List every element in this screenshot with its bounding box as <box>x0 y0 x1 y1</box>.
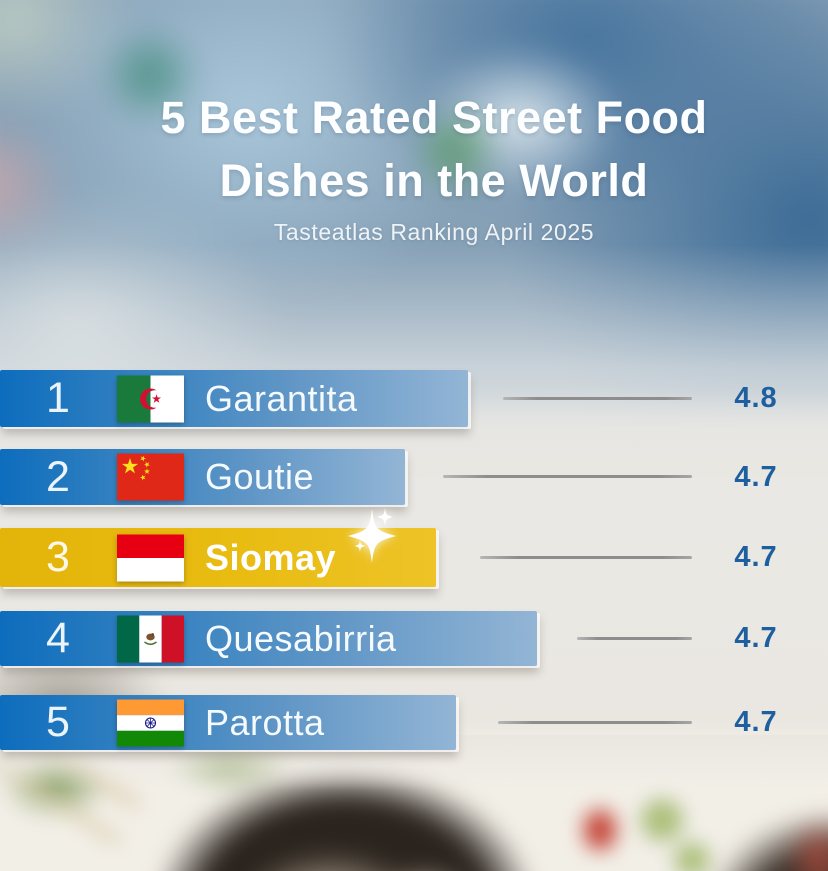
leader-line <box>443 475 692 478</box>
rank-number: 3 <box>46 533 70 581</box>
ranking-row-4: 4 Quesabirria 4.7 <box>0 611 828 666</box>
page-title: 5 Best Rated Street Food Dishes in the W… <box>40 86 828 212</box>
ranking-row-2: 2 Goutie 4.7 <box>0 449 828 505</box>
rating-value: 4.7 <box>734 622 778 654</box>
rank-number: 1 <box>46 374 70 422</box>
dish-name: Siomay <box>205 536 337 578</box>
leader-line <box>577 636 692 640</box>
dish-name: Parotta <box>205 701 325 743</box>
algeria-flag-icon <box>117 375 184 422</box>
leader-line <box>480 555 692 559</box>
rating-value: 4.7 <box>734 541 778 573</box>
dish-name: Quesabirria <box>205 617 397 659</box>
ranking-row-5: 5 Parotta 4.7 <box>0 695 828 750</box>
rank-bar: 1 Garantita <box>0 370 468 427</box>
leader-line <box>498 720 692 724</box>
china-flag-icon <box>117 453 184 501</box>
title-line-2: Dishes in the World <box>219 155 649 206</box>
ranking-row-3-highlighted: 3 Siomay 4.7 <box>0 528 828 587</box>
title-line-1: 5 Best Rated Street Food <box>160 92 708 143</box>
indonesia-flag-icon <box>117 534 184 581</box>
rating-value: 4.8 <box>734 382 778 414</box>
rank-bar: 2 Goutie <box>0 449 405 505</box>
background-fade <box>0 245 828 480</box>
sparkle-icon <box>348 507 396 563</box>
subtitle: Tasteatlas Ranking April 2025 <box>273 219 595 245</box>
ranking-row-1: 1 Garantita 4.8 <box>0 370 828 427</box>
rank-number: 4 <box>46 614 70 662</box>
rank-number: 5 <box>46 698 70 746</box>
rank-bar: 4 Quesabirria <box>0 611 537 666</box>
rating-value: 4.7 <box>734 706 778 738</box>
rank-bar: 5 Parotta <box>0 695 456 750</box>
leader-line <box>503 396 692 400</box>
dish-name: Goutie <box>205 456 315 497</box>
rank-bar-highlighted: 3 Siomay <box>0 528 436 587</box>
mexico-flag-icon <box>117 615 184 662</box>
rating-value: 4.7 <box>734 460 778 493</box>
rank-number: 2 <box>46 452 70 501</box>
india-flag-icon <box>117 699 184 746</box>
header: 5 Best Rated Street Food Dishes in the W… <box>40 86 828 246</box>
dish-name: Garantita <box>205 377 358 419</box>
